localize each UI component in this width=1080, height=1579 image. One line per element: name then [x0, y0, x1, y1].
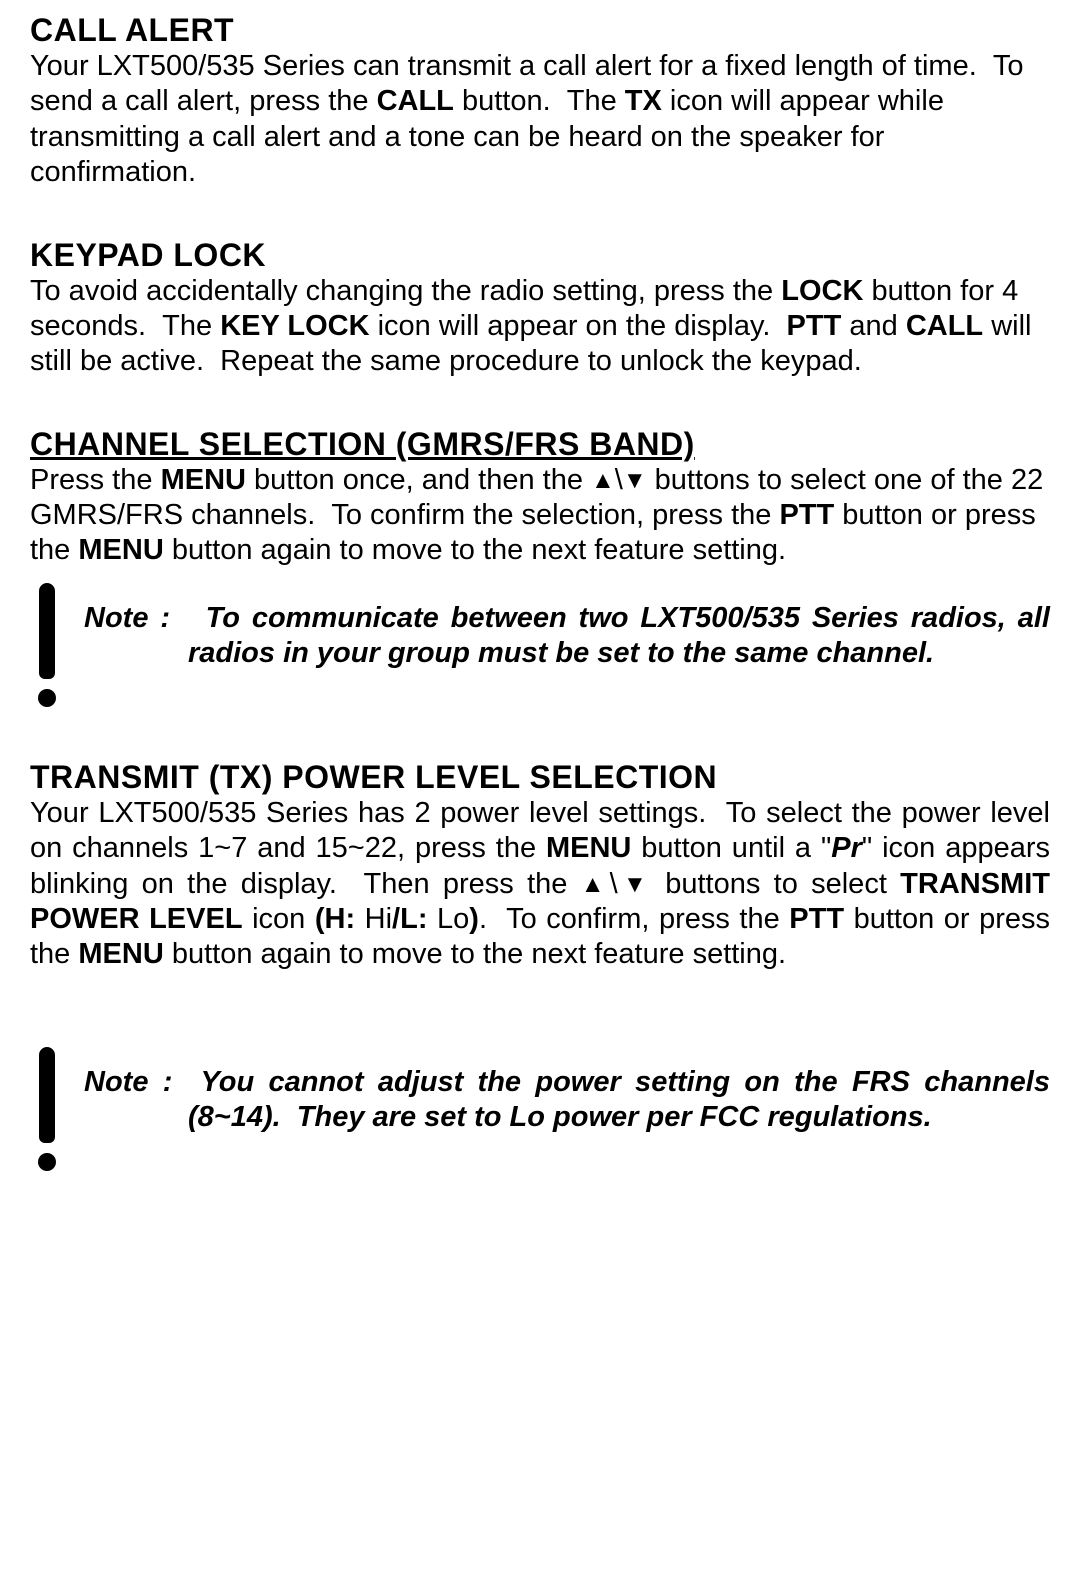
note-label: Note : — [84, 1066, 172, 1098]
note-channel-selection: Note : To communicate between two LXT500… — [30, 583, 1050, 713]
exclamation-icon — [30, 1047, 64, 1177]
manual-page: CALL ALERT Your LXT500/535 Series can tr… — [0, 0, 1080, 1207]
note-label: Note : — [84, 602, 170, 634]
note-channel-selection-text: Note : To communicate between two LXT500… — [84, 583, 1050, 672]
note-tx-power-text: Note : You cannot adjust the power setti… — [84, 1047, 1050, 1136]
heading-tx-power: TRANSMIT (TX) POWER LEVEL SELECTION — [30, 759, 1050, 796]
exclamation-icon — [30, 583, 64, 713]
note-tx-power: Note : You cannot adjust the power setti… — [30, 1047, 1050, 1177]
text-call-alert: Your LXT500/535 Series can transmit a ca… — [30, 49, 1050, 191]
note-body-rest: You cannot adjust the power setting on t… — [188, 1066, 1050, 1133]
text-tx-power: Your LXT500/535 Series has 2 power level… — [30, 796, 1050, 973]
heading-keypad-lock: KEYPAD LOCK — [30, 237, 1050, 274]
heading-channel-selection: CHANNEL SELECTION (GMRS/FRS BAND) — [30, 426, 1050, 463]
heading-call-alert: CALL ALERT — [30, 12, 1050, 49]
note-body-rest: To communicate between two LXT500/535 Se… — [188, 602, 1050, 669]
text-channel-selection: Press the MENU button once, and then the… — [30, 463, 1050, 569]
text-keypad-lock: To avoid accidentally changing the radio… — [30, 274, 1050, 380]
